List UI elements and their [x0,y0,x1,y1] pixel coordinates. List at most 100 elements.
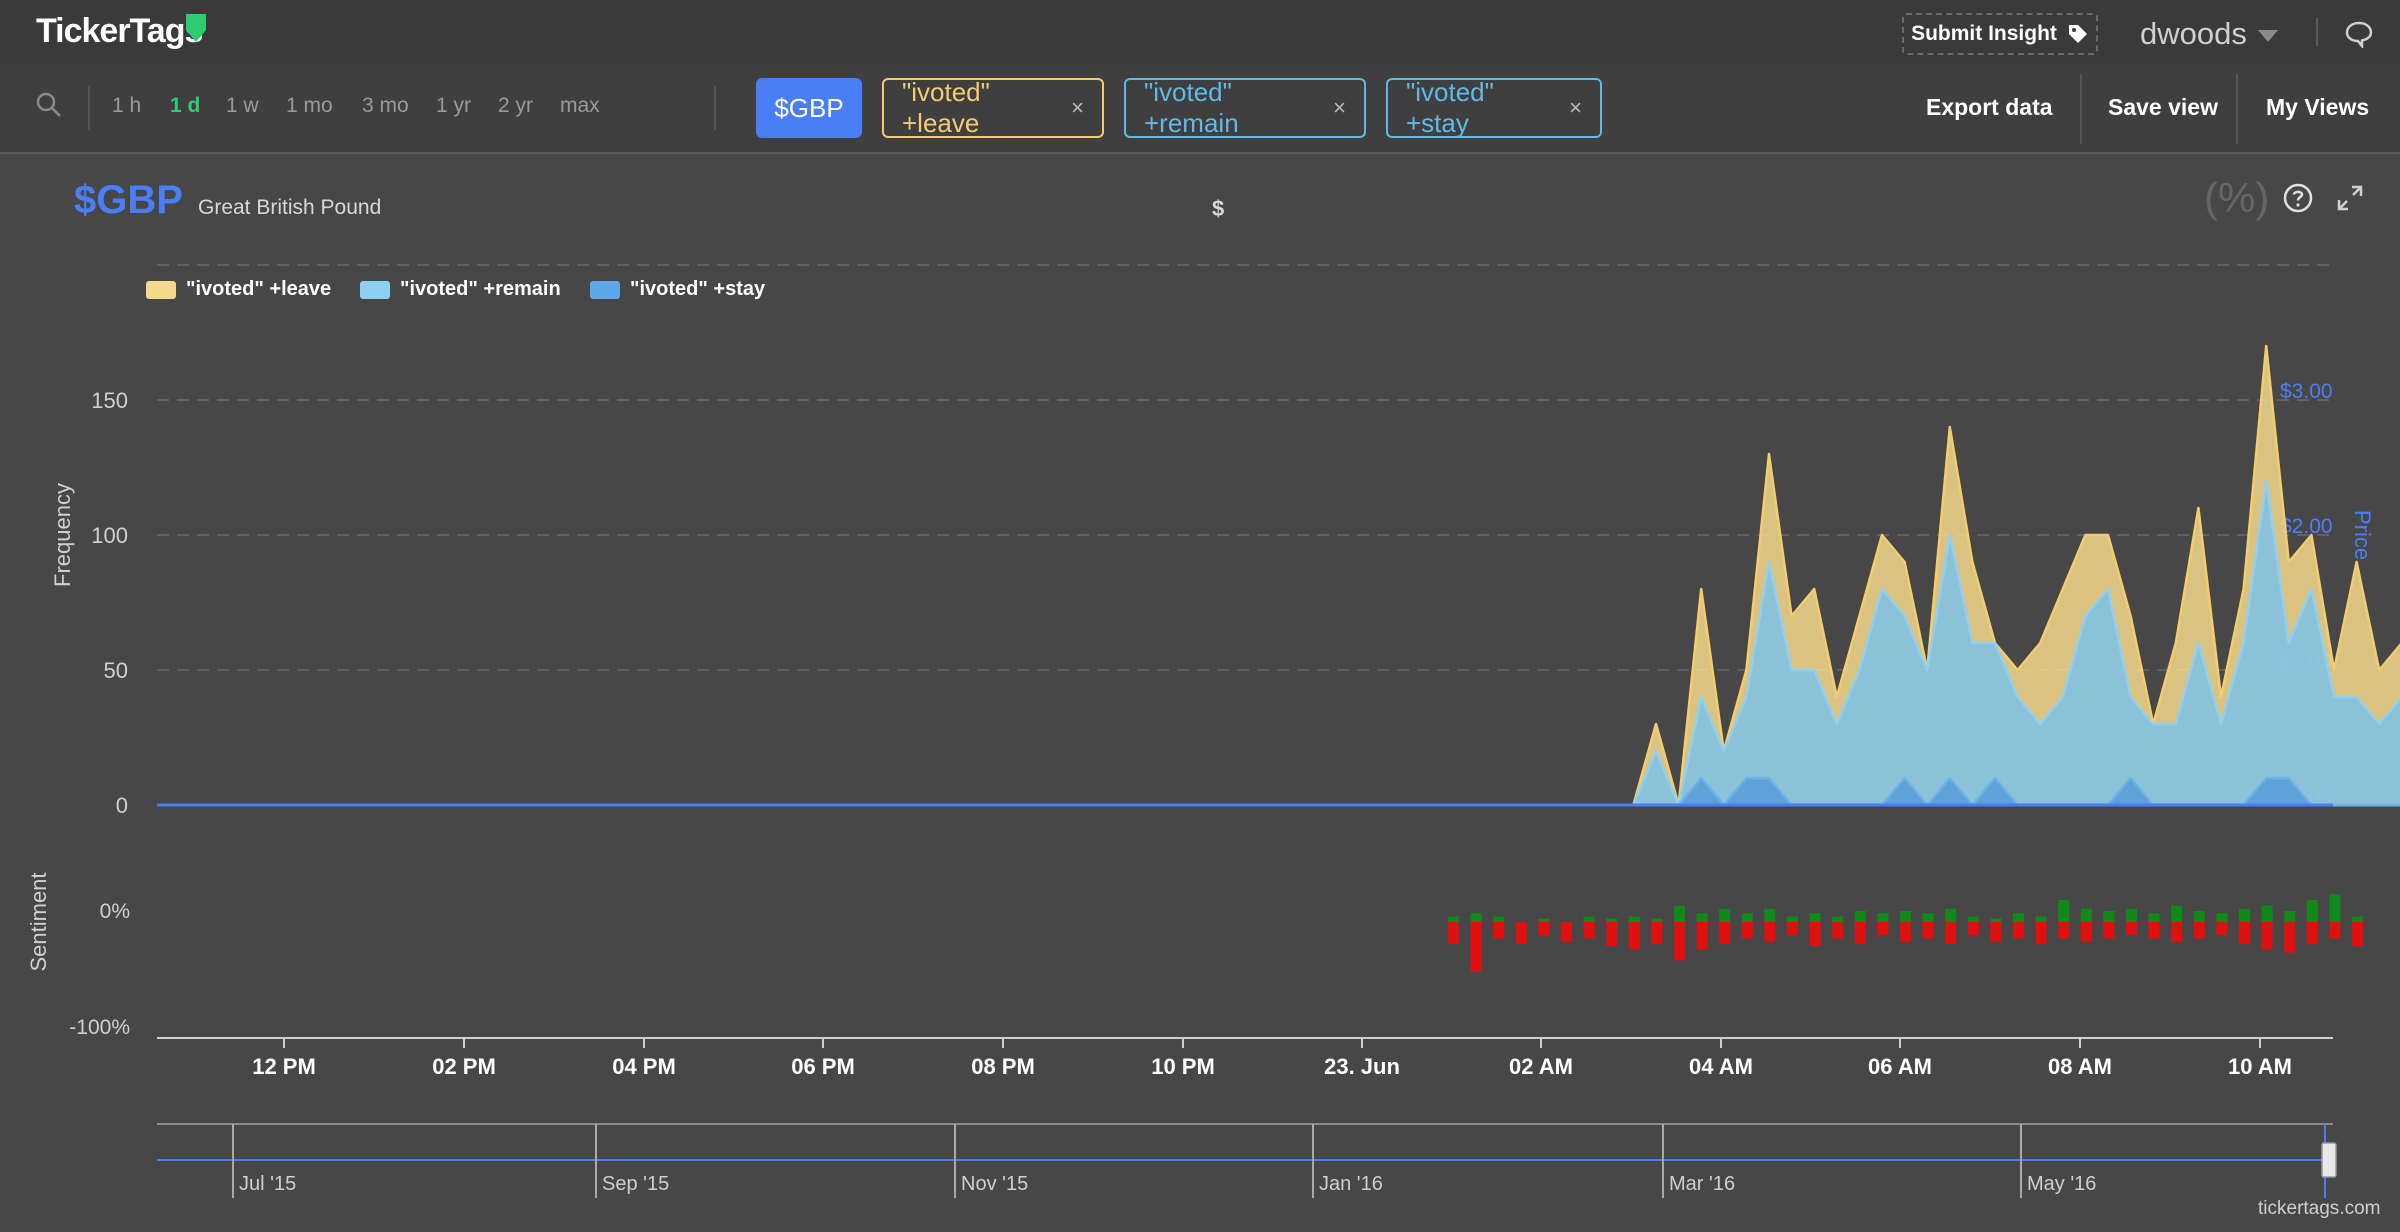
sentiment-positive-bar [2103,911,2115,922]
tag-chip-leave[interactable]: "ivoted" +leave × [882,77,1104,138]
sentiment-positive-bar [2306,900,2318,922]
sentiment-positive-bar [2013,913,2024,922]
tag-icon [2068,25,2087,43]
sentiment-negative-bar [1787,922,1798,936]
sentiment-positive-bar [1787,916,1798,922]
legend-swatch [146,280,176,299]
navigator-handle[interactable] [2321,1142,2337,1178]
sentiment-negative-bar [1538,922,1550,936]
sentiment-positive-bar [1990,918,2002,922]
y-tick-label: 50 [104,658,128,683]
sentiment-negative-bar [1945,922,1957,944]
sentiment-positive-bar [1628,916,1640,922]
close-icon[interactable]: × [1569,95,1582,120]
range-3mo[interactable]: 3 mo [362,94,409,117]
chart-ticker-title: $GBP [74,178,183,222]
range-1h[interactable]: 1 h [112,94,142,117]
sentiment-positive-bar [1538,918,1550,922]
sentiment-negative-bar [1741,922,1753,939]
sentiment-negative-bar [1696,922,1708,950]
y2-axis-label: Price [2350,510,2375,560]
sentiment-positive-bar [2080,908,2092,922]
sentiment-positive-bar [2148,913,2160,922]
sentiment-positive-bar [1741,913,1753,922]
sentiment-negative-bar [2216,922,2228,936]
sentiment-positive-bar [1945,908,1957,922]
sentiment-positive-bar [1448,916,1459,922]
sentiment-positive-bar [1606,918,1618,922]
sentiment-positive-bar [1470,913,1482,922]
sentiment-negative-bar [2193,922,2205,939]
sentiment-negative-bar [1651,922,1663,944]
sentiment-positive-bar [2035,916,2047,922]
tag-chip-stay[interactable]: "ivoted" +stay × [1386,77,1602,138]
chevron-down-icon[interactable] [2258,30,2278,42]
search-icon[interactable] [36,92,62,118]
chat-icon[interactable] [2344,20,2374,48]
sentiment-positive-bar [2216,913,2228,922]
sentiment-tick-label: 0% [100,900,130,923]
legend-item-leave[interactable]: "ivoted" +leave [146,278,331,301]
x-tick-label: 04 PM [612,1054,676,1079]
range-1mo[interactable]: 1 mo [286,94,333,117]
navigator-label: Nov '15 [961,1173,1028,1195]
divider [2316,18,2318,46]
sentiment-negative-bar [2171,922,2183,942]
save-view-button[interactable]: Save view [2108,94,2218,120]
sentiment-negative-bar [1922,922,1934,939]
y-axis-label: Frequency [50,483,75,587]
percent-toggle[interactable]: (%) [2204,174,2270,221]
sentiment-negative-bar [1583,922,1595,939]
top-bar: TickerTags Submit Insight dwoods [0,0,2400,64]
range-1yr[interactable]: 1 yr [436,94,472,117]
range-1w[interactable]: 1 w [226,94,259,117]
user-menu[interactable]: dwoods [2140,16,2247,51]
divider [714,86,716,130]
sentiment-negative-bar [1809,922,1821,947]
sentiment-negative-bar [2306,922,2318,944]
sentiment-negative-bar [2329,922,2341,939]
x-tick-label: 08 PM [971,1054,1035,1079]
range-2yr[interactable]: 2 yr [498,94,534,117]
close-icon[interactable]: × [1333,95,1346,120]
x-tick-label: 23. Jun [1324,1054,1400,1079]
sentiment-negative-bar [2103,922,2115,939]
x-tick-label: 02 PM [432,1054,496,1079]
ticker-chip-label: $GBP [774,92,844,123]
sentiment-negative-bar [2148,922,2160,939]
sentiment-positive-bar [2171,905,2183,922]
sentiment-negative-bar [2284,922,2296,953]
close-icon[interactable]: × [1071,95,1084,120]
sentiment-negative-bar [1990,922,2002,942]
legend-swatch [590,280,620,299]
sentiment-positive-bar [2126,908,2137,922]
sentiment-positive-bar [1719,908,1731,922]
y-tick-label: 150 [91,388,128,413]
sentiment-negative-bar [1493,922,1505,939]
submit-insight-button[interactable]: Submit Insight [1902,13,2098,55]
sentiment-positive-bar [1900,911,1911,922]
export-data-button[interactable]: Export data [1926,94,2053,120]
toolbar: 1 h 1 d 1 w 1 mo 3 mo 1 yr 2 yr max $GBP… [0,64,2400,154]
sentiment-negative-bar [2261,922,2273,950]
logo[interactable]: TickerTags [36,12,203,50]
help-icon[interactable] [2282,182,2314,214]
sentiment-negative-bar [1515,922,1527,944]
range-max[interactable]: max [560,94,600,117]
ticker-chip[interactable]: $GBP [756,78,862,138]
sentiment-negative-bar [2352,922,2363,947]
submit-insight-label: Submit Insight [1911,22,2057,45]
legend-swatch [360,280,390,299]
legend-item-remain[interactable]: "ivoted" +remain [360,278,561,301]
expand-icon[interactable] [2336,184,2364,212]
navigator-label: Mar '16 [1669,1173,1735,1195]
range-1d[interactable]: 1 d [170,94,201,117]
legend-item-stay[interactable]: "ivoted" +stay [590,278,765,301]
my-views-button[interactable]: My Views [2266,94,2370,120]
tag-chip-remain[interactable]: "ivoted" +remain × [1124,77,1366,138]
sentiment-positive-bar [2352,916,2363,922]
footer-credit: tickertags.com [2258,1198,2381,1219]
sentiment-negative-bar [2013,922,2024,939]
divider [2080,74,2082,144]
